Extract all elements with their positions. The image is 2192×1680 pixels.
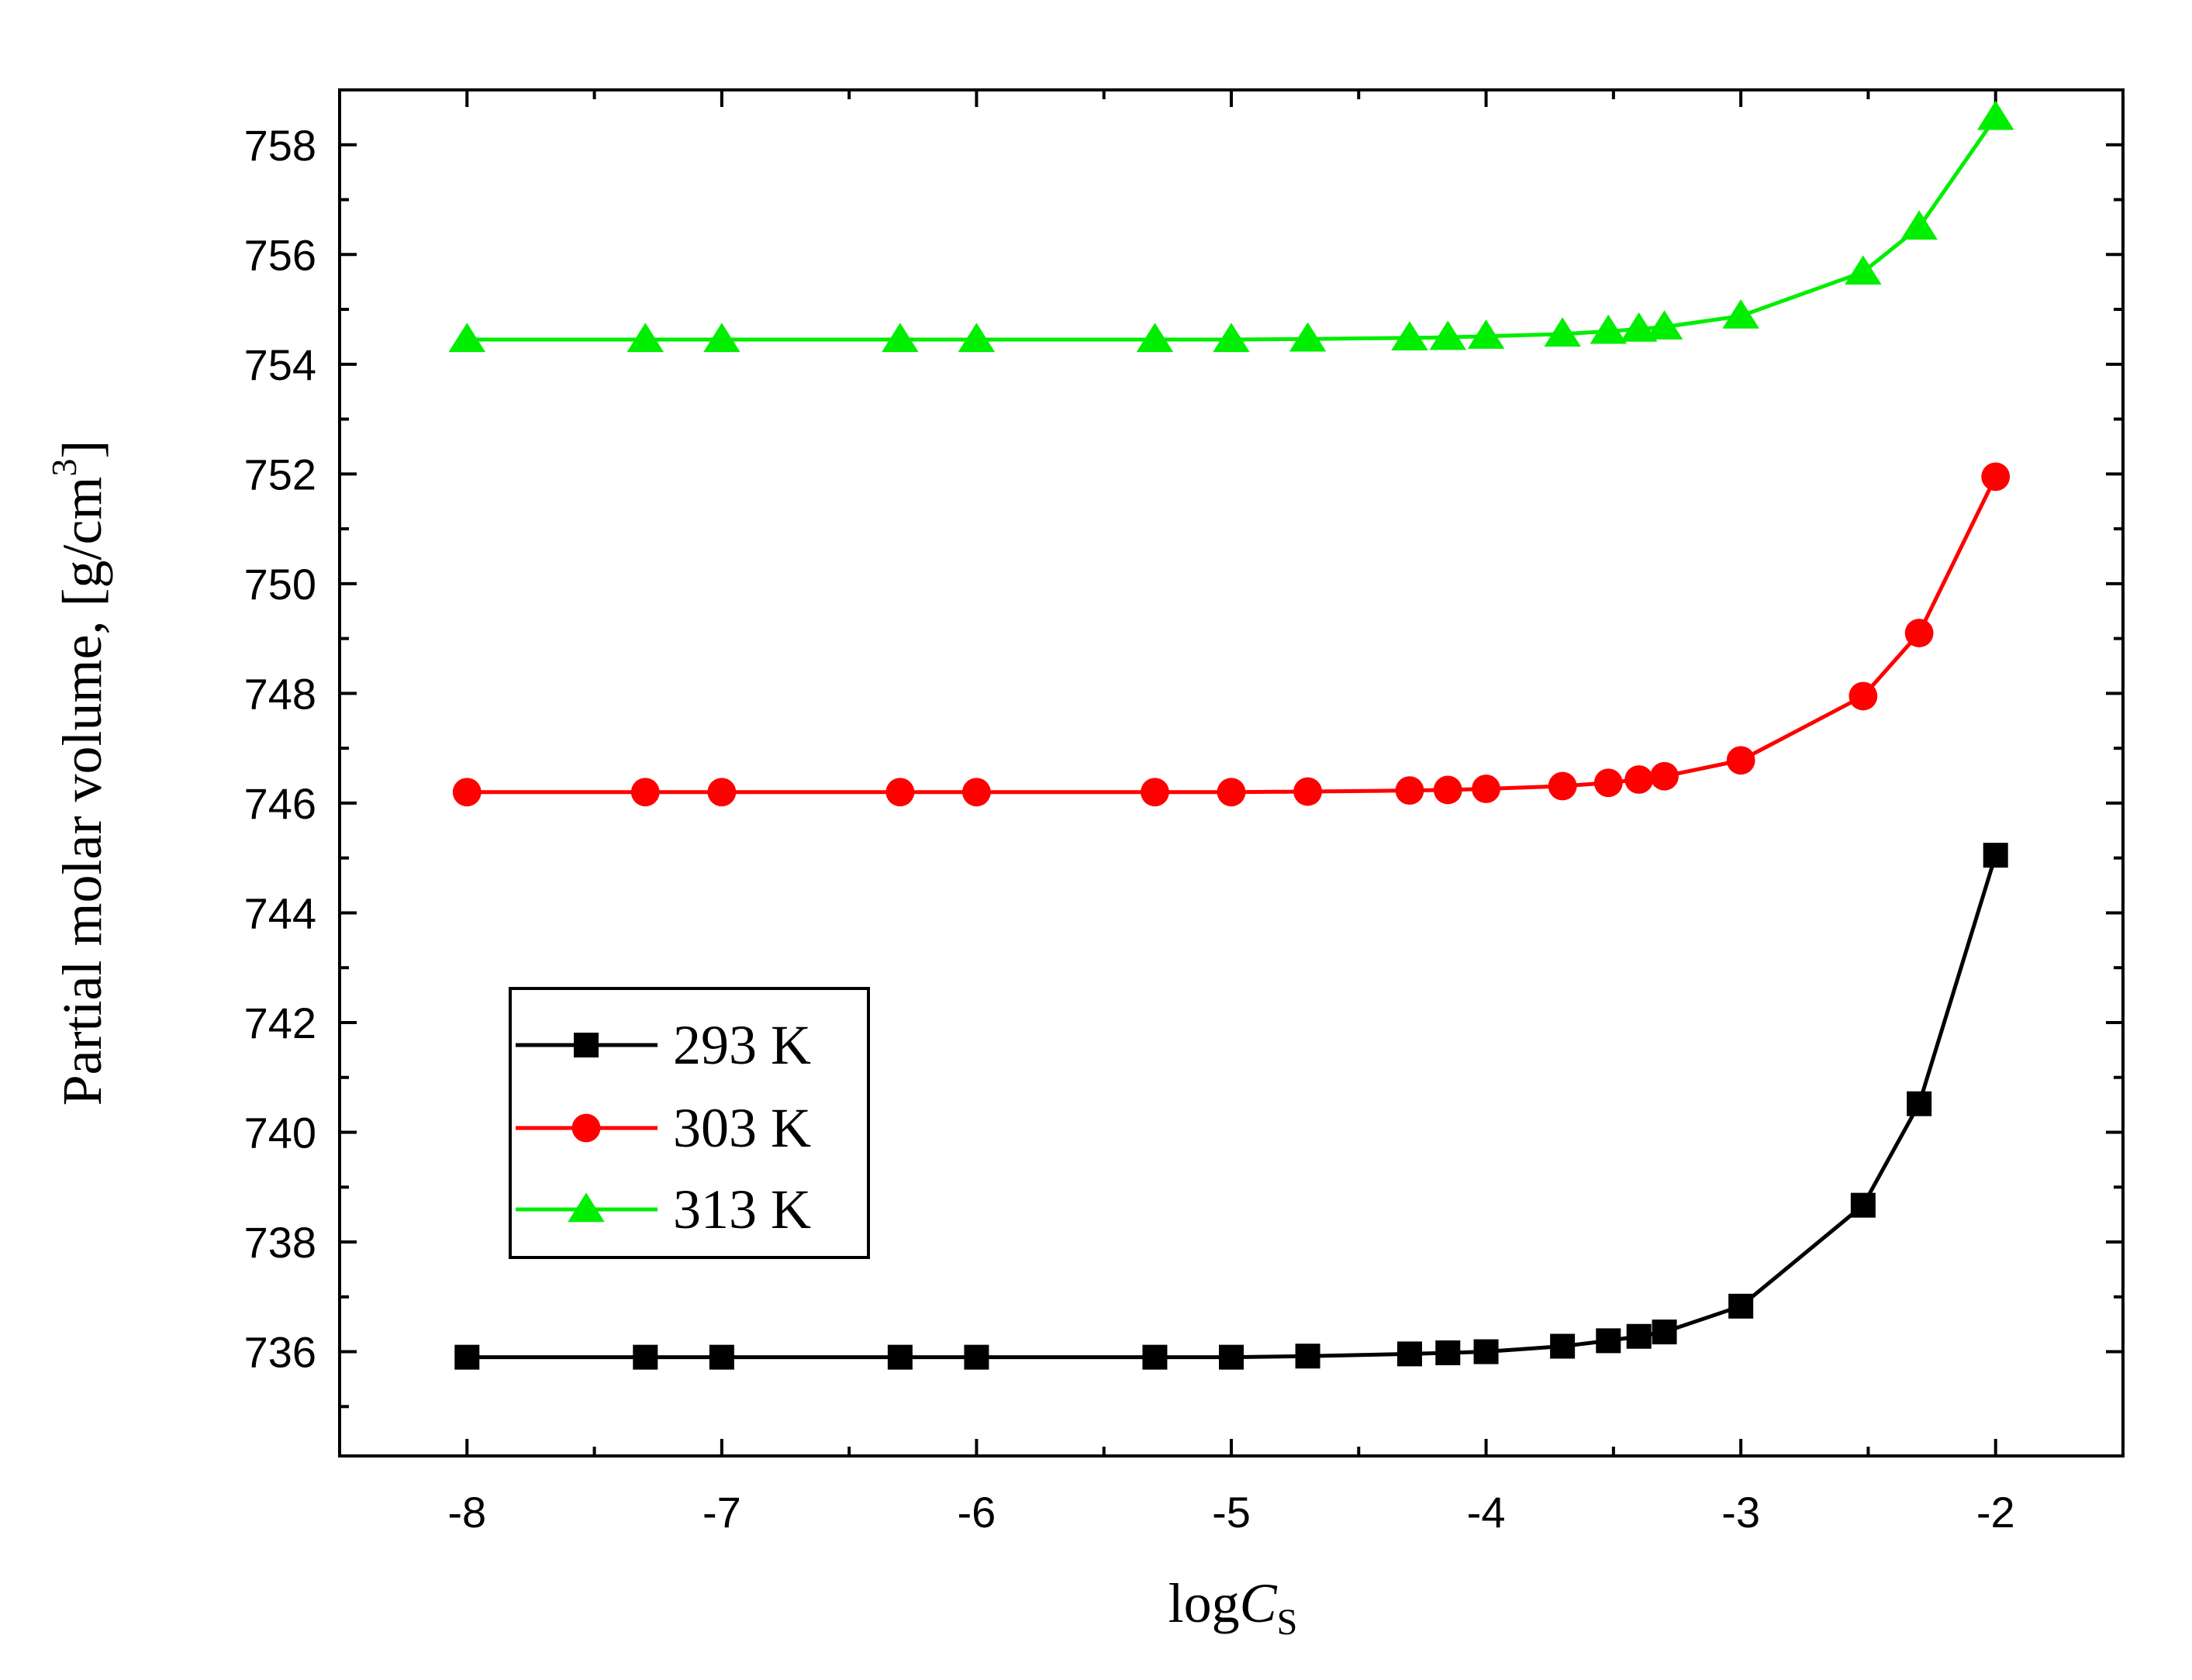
data-point	[1429, 320, 1467, 350]
data-point	[1904, 619, 1934, 647]
series-line	[467, 475, 1997, 795]
data-point	[1907, 1091, 1932, 1116]
data-point	[1722, 298, 1759, 329]
y-tick-label: 754	[244, 340, 316, 389]
data-point	[1397, 1341, 1422, 1367]
data-point	[568, 1192, 605, 1223]
y-tick-label: 756	[244, 230, 316, 279]
data-point	[1650, 761, 1679, 791]
data-point	[1726, 746, 1755, 775]
data-point	[1213, 323, 1250, 353]
x-axis-ticks: -8 -7 -6 -5 -4 -3 -2	[338, 90, 2125, 1537]
y-tick-label: 758	[244, 121, 316, 170]
data-point	[1850, 1192, 1876, 1218]
y-tick-label: 740	[244, 1108, 316, 1157]
data-point	[887, 1344, 913, 1370]
data-point	[882, 323, 919, 353]
data-point	[1467, 319, 1505, 349]
data-point	[1142, 1344, 1168, 1370]
y-axis-title: Partial molar volume, [g/cm3]	[44, 440, 113, 1106]
data-point	[1849, 681, 1878, 711]
data-point	[709, 1344, 734, 1370]
series-line	[467, 116, 1997, 342]
series-303-k	[452, 462, 2011, 807]
data-point	[1217, 778, 1246, 807]
y-tick-label: 736	[244, 1328, 316, 1377]
x-tick-label: -7	[702, 1488, 741, 1537]
data-point	[1593, 768, 1623, 798]
data-point	[1293, 777, 1322, 806]
y-tick-label: 742	[244, 999, 316, 1047]
data-point	[1590, 314, 1628, 344]
data-point	[452, 778, 482, 807]
data-point	[1433, 775, 1462, 805]
y-axis-ticks: 736 738 740 742 744 746 748 750 752 754 756 758	[244, 121, 2123, 1409]
data-point	[1596, 1328, 1621, 1354]
x-tick-label: -4	[1467, 1488, 1506, 1537]
y-tick-label: 746	[244, 779, 316, 828]
data-point	[1645, 310, 1683, 340]
y-tick-label: 744	[244, 888, 316, 937]
data-point	[1983, 843, 2008, 868]
y-tick-label: 748	[244, 669, 316, 718]
series-293-k	[454, 843, 2008, 1370]
data-point	[1548, 771, 1577, 801]
data-point	[1550, 1333, 1576, 1359]
legend-item: 293 K	[516, 1014, 811, 1076]
x-tick-label: -8	[447, 1488, 486, 1537]
data-point	[571, 1113, 601, 1143]
x-axis-title: logCS	[1168, 1572, 1298, 1643]
data-point	[1624, 765, 1654, 794]
data-point	[962, 778, 991, 807]
data-point	[1141, 778, 1169, 807]
data-point	[574, 1033, 599, 1057]
data-point	[448, 323, 486, 353]
data-point	[1652, 1320, 1677, 1345]
data-point	[627, 323, 665, 353]
data-point	[1289, 322, 1327, 352]
data-point	[630, 778, 660, 807]
data-point	[1900, 210, 1938, 240]
legend: 293 K 303 K 313 K	[509, 987, 870, 1259]
data-point	[1395, 776, 1424, 806]
data-point	[1136, 323, 1174, 353]
data-point	[964, 1344, 989, 1370]
series-layer	[448, 100, 2014, 1370]
legend-box	[509, 987, 870, 1259]
data-point	[1626, 1323, 1652, 1349]
data-point	[454, 1344, 480, 1370]
legend-items: 293 K 303 K 313 K	[516, 1014, 811, 1240]
legend-item: 313 K	[516, 1178, 811, 1240]
data-point	[1435, 1340, 1461, 1365]
data-point	[1473, 1339, 1499, 1364]
x-tick-label: -5	[1212, 1488, 1251, 1537]
x-tick-label: -6	[958, 1488, 996, 1537]
data-point	[1728, 1293, 1754, 1319]
data-point	[1620, 312, 1658, 342]
legend-label: 293 K	[673, 1014, 811, 1076]
data-point	[703, 323, 740, 353]
y-tick-label: 752	[244, 450, 316, 498]
legend-label: 303 K	[673, 1097, 811, 1159]
data-point	[1976, 100, 2014, 130]
series-313-k	[448, 100, 2014, 353]
data-point	[1219, 1344, 1244, 1370]
data-point	[1544, 317, 1581, 347]
legend-item: 303 K	[516, 1097, 811, 1159]
data-point	[633, 1344, 658, 1370]
y-tick-label: 750	[244, 560, 316, 609]
x-tick-label: -3	[1721, 1488, 1760, 1537]
data-point	[1845, 255, 1882, 285]
data-point	[1981, 462, 2011, 492]
data-point	[1295, 1344, 1320, 1369]
legend-label: 313 K	[673, 1178, 811, 1240]
data-point	[1391, 321, 1428, 351]
x-tick-label: -2	[1976, 1488, 2015, 1537]
data-point	[707, 778, 737, 807]
data-point	[1472, 774, 1500, 803]
data-point	[958, 323, 996, 353]
y-tick-label: 738	[244, 1218, 316, 1267]
data-point	[885, 778, 915, 807]
